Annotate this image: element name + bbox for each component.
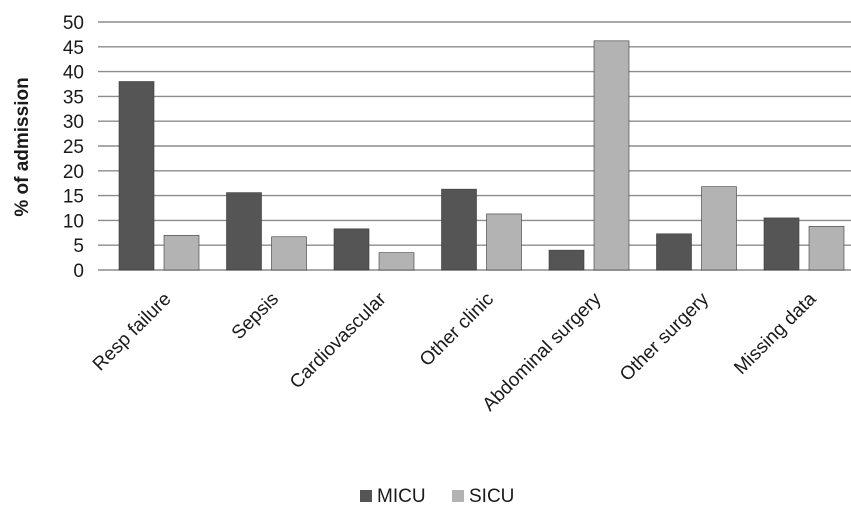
x-category-label: Missing data [730, 288, 821, 379]
bar-micu [441, 188, 477, 271]
y-tick-label: 35 [63, 87, 84, 108]
bar-micu [333, 228, 370, 271]
bar-sicu [163, 234, 200, 271]
bar-sicu [701, 186, 737, 271]
bars [118, 40, 845, 271]
y-tick-label: 0 [73, 261, 84, 282]
bar-micu [118, 81, 155, 271]
y-axis-ticks: 0 5 10 15 20 25 30 35 40 45 50 [63, 13, 84, 282]
legend-label-micu: MICU [377, 486, 426, 507]
x-category-label: Other surgery [616, 288, 713, 385]
x-category-label: Cardiovascular [286, 288, 391, 393]
x-axis-category-labels: Resp failure Sepsis Cardiovascular Other cl… [89, 288, 821, 415]
y-tick-label: 5 [73, 236, 84, 257]
legend-label-sicu: SICU [469, 486, 514, 507]
y-tick-label: 45 [63, 38, 84, 59]
gridlines [98, 21, 851, 271]
y-tick-label: 40 [63, 63, 84, 84]
bar-sicu [271, 236, 307, 271]
y-tick-label: 50 [63, 13, 84, 34]
legend-swatch-micu [360, 490, 372, 502]
legend: MICU SICU [360, 486, 514, 507]
bar-micu [763, 217, 800, 271]
bar-sicu [593, 40, 630, 271]
bar-sicu [486, 213, 522, 271]
y-axis-title: % of admission [12, 77, 33, 216]
x-category-label: Sepsis [228, 289, 283, 344]
bar-micu [226, 192, 262, 271]
y-tick-label: 25 [63, 137, 84, 158]
y-tick-label: 10 [63, 211, 84, 232]
legend-swatch-sicu [452, 490, 464, 502]
bar-sicu [808, 226, 845, 271]
bar-sicu [378, 252, 415, 271]
x-category-label: Resp failure [89, 289, 176, 376]
x-category-label: Abdominal surgery [479, 288, 606, 415]
bar-micu [656, 233, 692, 271]
y-tick-label: 20 [63, 162, 84, 183]
y-tick-label: 30 [63, 112, 84, 133]
y-tick-label: 15 [63, 187, 84, 208]
x-category-label: Other clinic [416, 289, 498, 371]
bar-micu [548, 249, 585, 271]
